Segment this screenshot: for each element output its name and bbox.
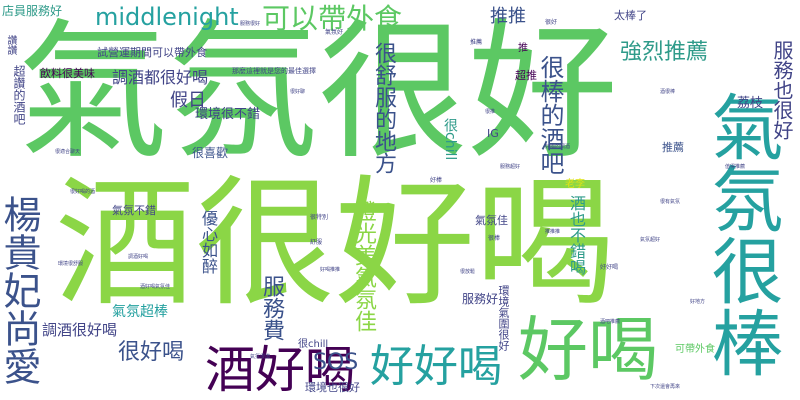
word-cloud-word: 推薦	[662, 141, 684, 154]
word-cloud-word: 老李	[565, 179, 585, 190]
word-cloud-word: 服務超好	[500, 164, 521, 170]
word-cloud-word: 氣氛超棒	[112, 304, 168, 320]
word-cloud-word: 服務很好	[240, 21, 261, 27]
word-cloud-word: 舒服	[310, 239, 323, 246]
word-cloud-word: 很適合聊天	[55, 149, 81, 155]
word-cloud-word: 強烈推薦	[620, 40, 709, 65]
word-cloud-word: 酒很棒	[660, 89, 676, 95]
word-cloud-word: 很chill	[442, 118, 458, 161]
word-cloud-word: 荔枝	[737, 96, 764, 111]
word-cloud-word: 氣氛佳	[475, 214, 508, 227]
word-cloud-word: 很棒	[488, 235, 501, 242]
word-cloud-word: 很好喝	[118, 340, 185, 365]
word-cloud-word: 服務好	[462, 292, 499, 306]
word-cloud-word: 氣氛很棒	[699, 90, 783, 378]
word-cloud-word: 氣氛很好	[18, 6, 619, 180]
word-cloud-word: 好地方	[690, 299, 706, 305]
word-cloud-word: 氣氛很讚	[250, 354, 271, 360]
word-cloud-word: 酒好喝氣氛佳	[140, 284, 171, 290]
word-cloud-word: 氣氛不錯	[112, 204, 156, 217]
word-cloud-word: 酒很好喝	[55, 163, 616, 326]
word-cloud-word: 超讚的酒吧	[12, 65, 26, 125]
word-cloud-word: 很好聊	[290, 89, 306, 95]
word-cloud-word: 調酒好喝	[128, 254, 149, 260]
word-cloud-word: 超推	[515, 69, 537, 82]
word-cloud-word: 環境很舒服	[58, 261, 84, 267]
word-cloud-word: 酒也不錯喝	[567, 195, 586, 275]
word-cloud-word: 下次還會再來	[650, 384, 681, 390]
word-cloud-word: 好喝推推	[320, 267, 341, 273]
word-cloud-word: middlenight	[95, 3, 239, 31]
word-cloud-word: 推推	[490, 6, 526, 27]
word-cloud-word: 飲料很美味	[40, 67, 95, 80]
word-cloud-word: 推	[518, 43, 528, 54]
word-cloud-word: 調酒都很好喝	[112, 68, 209, 87]
word-cloud-word: 好喝	[518, 309, 658, 391]
word-cloud-word: 很棒的酒吧	[536, 55, 564, 175]
word-cloud-word: 很推	[485, 109, 496, 115]
word-cloud-word: 店員服務好	[2, 4, 63, 18]
word-cloud-word: 氣氛超好	[640, 237, 661, 243]
word-cloud-word: 服務也很好	[770, 40, 794, 140]
word-cloud-word: 試營運期間可以帶外食	[97, 46, 207, 59]
word-cloud-word: 好棒	[430, 177, 443, 184]
word-cloud-word: 燈光美氣氛佳	[351, 200, 376, 332]
word-cloud-word: 好好喝	[600, 264, 619, 271]
word-cloud-word: 很好喝的酒	[70, 189, 96, 195]
word-cloud-word: 優心如醉	[199, 210, 218, 274]
word-cloud-word: 可帶外食	[675, 344, 715, 355]
word-cloud-word: 很有氣氛	[660, 199, 681, 205]
word-cloud-word: 讚讚	[5, 35, 16, 55]
word-cloud-word: 那麼這裡就是您的最佳選擇	[232, 67, 316, 75]
word-cloud-word: SOS	[313, 350, 359, 375]
word-cloud-word: 很chill	[298, 339, 329, 350]
word-cloud-word: 好喝的調酒	[545, 144, 571, 150]
word-cloud-word: 很舒服的地方	[371, 42, 396, 174]
word-cloud-word: 楊貴妃尚愛	[0, 195, 41, 385]
word-cloud-word: 很好	[545, 19, 558, 26]
word-cloud-word: 環境也很好	[305, 381, 360, 394]
word-cloud-word: 酒好喝	[205, 341, 355, 399]
word-cloud-word: 氣氛好	[325, 29, 344, 36]
word-cloud-word: 推推推	[545, 229, 561, 235]
word-cloud-word: 可以帶外食	[262, 2, 403, 35]
word-cloud-word: 太棒了	[614, 9, 647, 22]
word-cloud-word: 環境很不錯	[195, 107, 261, 122]
word-cloud-word: 酒吧推薦	[600, 319, 621, 325]
word-cloud-word: IG	[487, 127, 499, 140]
word-cloud-word: 假日	[170, 90, 206, 111]
word-cloud-word: 好好喝	[370, 341, 502, 392]
word-cloud-word: 很特別	[310, 214, 329, 221]
word-cloud-word: 服務費	[259, 275, 284, 341]
word-cloud-word: 很放鬆	[460, 269, 476, 275]
word-cloud-word: 很喜歡	[192, 146, 229, 160]
word-cloud-word: 調酒很好喝	[42, 321, 118, 339]
word-cloud-word: 環境氣圍很好	[497, 285, 510, 351]
word-cloud-word: 推薦	[470, 39, 483, 46]
word-cloud-word: 值得推薦	[725, 164, 746, 170]
